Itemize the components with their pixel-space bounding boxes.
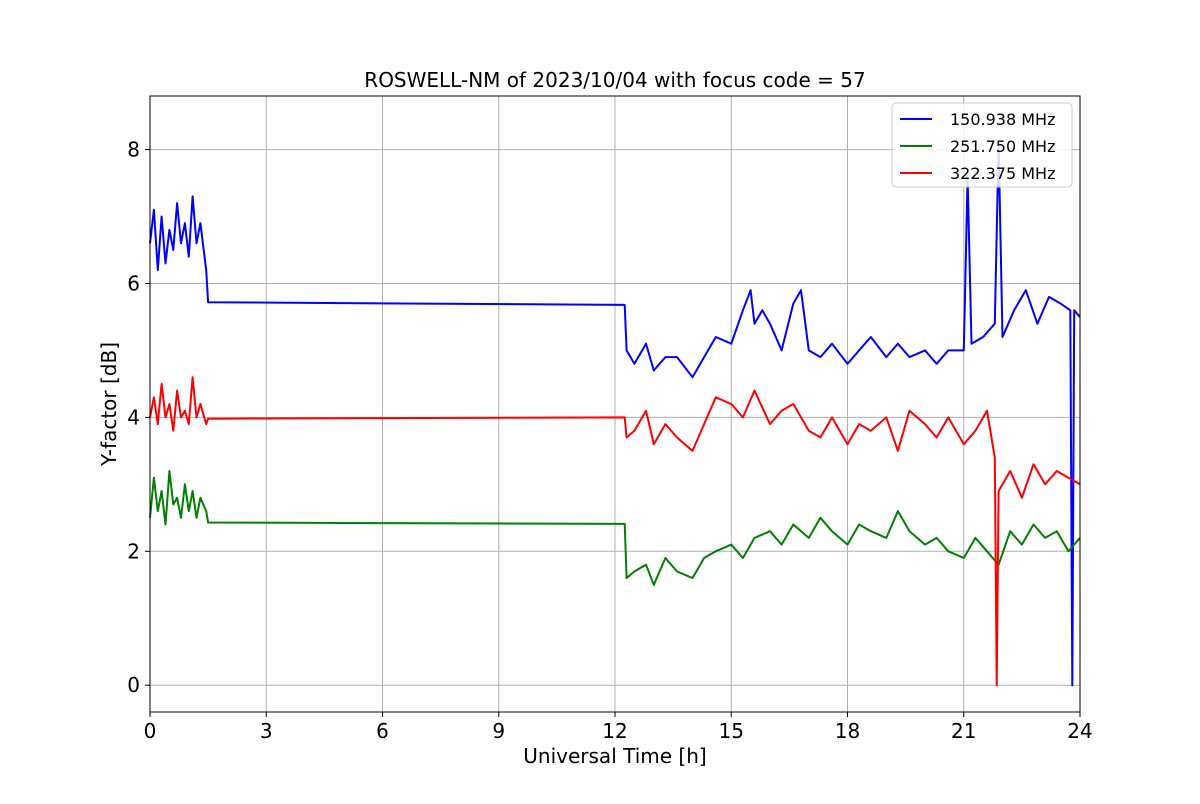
chart-title: ROSWELL-NM of 2023/10/04 with focus code… — [364, 68, 865, 92]
x-tick-label: 6 — [376, 719, 389, 743]
x-tick-label: 21 — [951, 719, 976, 743]
x-tick-label: 15 — [719, 719, 744, 743]
y-tick-label: 0 — [127, 673, 140, 697]
y-tick-label: 4 — [127, 405, 140, 429]
series-lines — [149, 141, 1081, 687]
series-line-2 — [149, 470, 1081, 586]
x-tick-label: 12 — [602, 719, 627, 743]
x-tick-label: 9 — [492, 719, 505, 743]
series-line-3 — [149, 376, 1081, 687]
x-axis-label: Universal Time [h] — [523, 744, 706, 768]
legend-label: 322.375 MHz — [950, 164, 1055, 183]
x-tick-label: 18 — [835, 719, 860, 743]
legend-label: 251.750 MHz — [950, 137, 1055, 156]
y-tick-label: 6 — [127, 271, 140, 295]
y-tick-label: 8 — [127, 138, 140, 162]
series-line-1 — [149, 141, 1081, 687]
y-axis-label: Y-factor [dB] — [97, 342, 121, 467]
grid — [149, 96, 1081, 712]
legend-box — [891, 102, 1073, 188]
x-tick-label: 3 — [260, 719, 273, 743]
x-tick-label: 0 — [144, 719, 157, 743]
y-tick-label: 2 — [127, 539, 140, 563]
legend: 150.938 MHz 251.750 MHz 322.375 MHz — [891, 102, 1073, 188]
legend-label: 150.938 MHz — [950, 110, 1055, 129]
x-tick-label: 24 — [1067, 719, 1092, 743]
